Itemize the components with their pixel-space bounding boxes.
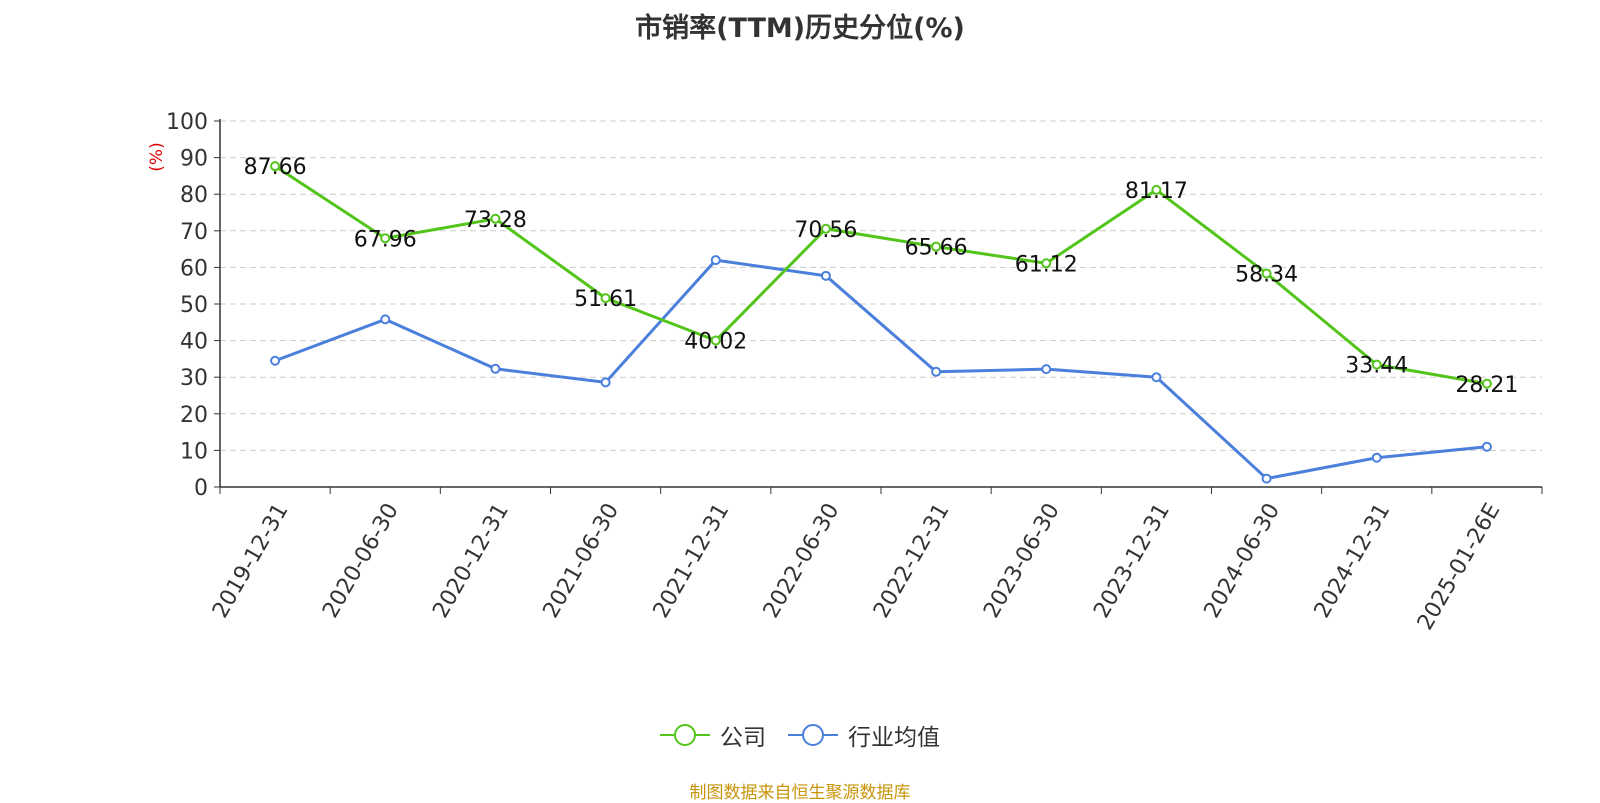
data-point[interactable] (270, 161, 281, 172)
legend-swatch-company (660, 724, 710, 746)
legend-item-company[interactable]: 公司 (660, 718, 766, 752)
data-point[interactable] (820, 270, 831, 281)
data-point[interactable] (1481, 441, 1492, 452)
x-tick-label: 2021-12-31 (649, 499, 735, 622)
y-tick-label: 10 (180, 439, 208, 464)
x-tick-label: 2023-12-31 (1089, 499, 1175, 622)
data-point[interactable] (931, 241, 942, 252)
data-label: 73.28 (464, 208, 527, 233)
data-label: 40.02 (684, 330, 747, 355)
x-tick-label: 2020-06-30 (318, 499, 404, 622)
x-tick-label: 2022-12-31 (869, 499, 955, 622)
data-point[interactable] (1151, 184, 1162, 195)
data-point[interactable] (710, 255, 721, 266)
legend-label-industry-average: 行业均值 (848, 725, 940, 751)
chart-title: 市销率(TTM)历史分位(%) (635, 13, 965, 44)
x-tick-label: 2024-06-30 (1200, 499, 1286, 622)
y-tick-label: 30 (180, 366, 208, 391)
data-point[interactable] (931, 366, 942, 377)
data-label: 67.96 (354, 227, 417, 252)
data-point[interactable] (380, 233, 391, 244)
y-tick-label: 40 (180, 330, 208, 355)
x-tick-label: 2024-12-31 (1310, 499, 1396, 622)
data-point[interactable] (600, 293, 611, 304)
y-tick-label: 60 (180, 256, 208, 281)
x-tick-label: 2023-06-30 (979, 499, 1065, 622)
series-line-1 (274, 258, 1488, 481)
y-tick-label: 50 (180, 293, 208, 318)
y-tick-label: 100 (166, 110, 208, 135)
data-point[interactable] (490, 213, 501, 224)
series-line-0 (274, 164, 1488, 386)
data-point[interactable] (490, 363, 501, 374)
x-tick-label: 2022-06-30 (759, 499, 845, 622)
y-tick-label: 70 (180, 220, 208, 245)
data-point[interactable] (1371, 452, 1382, 463)
data-label: 51.61 (574, 287, 637, 312)
legend-item-industry-average[interactable]: 行业均值 (788, 718, 940, 752)
legend-label-company: 公司 (720, 725, 766, 751)
data-point[interactable] (1261, 473, 1272, 484)
data-label: 65.66 (905, 236, 968, 261)
x-tick-label: 2025-01-26E (1413, 499, 1506, 634)
data-point[interactable] (1041, 258, 1052, 269)
y-axis-label: (%) (147, 142, 167, 171)
data-point[interactable] (1371, 359, 1382, 370)
data-label: 70.56 (794, 218, 857, 243)
x-tick-label: 2020-12-31 (428, 499, 514, 622)
data-label: 28.21 (1455, 373, 1518, 398)
y-tick-label: 20 (180, 403, 208, 428)
data-point[interactable] (710, 335, 721, 346)
data-labels: 87.66 67.96 73.28 51.61 40.02 70.56 65.66 61.12… (244, 155, 1519, 398)
data-point[interactable] (1151, 372, 1162, 383)
data-label: 58.34 (1235, 262, 1298, 287)
y-tick-label: 0 (194, 476, 208, 501)
grid-lines (220, 120, 1542, 451)
x-tick-label: 2019-12-31 (208, 499, 294, 622)
data-point[interactable] (1041, 364, 1052, 375)
data-point[interactable] (600, 377, 611, 388)
data-label: 61.12 (1015, 252, 1078, 277)
x-tick-label: 2021-06-30 (539, 499, 625, 622)
data-point[interactable] (1481, 378, 1492, 389)
data-point[interactable] (380, 314, 391, 325)
data-point[interactable] (270, 355, 281, 366)
source-note: 制图数据来自恒生聚源数据库 (689, 783, 911, 803)
axes: 0 10 20 30 40 50 60 70 80 90 100 2019-12-31 2020-06-… (166, 110, 1543, 634)
data-point[interactable] (1261, 268, 1272, 279)
y-tick-label: 90 (180, 147, 208, 172)
data-point[interactable] (820, 223, 831, 234)
y-tick-label: 80 (180, 183, 208, 208)
data-label: 87.66 (244, 155, 307, 180)
legend: 公司 行业均值 (0, 718, 1600, 752)
data-label: 81.17 (1125, 179, 1188, 204)
data-label: 33.44 (1345, 354, 1408, 379)
legend-swatch-industry-average (788, 724, 838, 746)
series-lines (270, 161, 1492, 484)
